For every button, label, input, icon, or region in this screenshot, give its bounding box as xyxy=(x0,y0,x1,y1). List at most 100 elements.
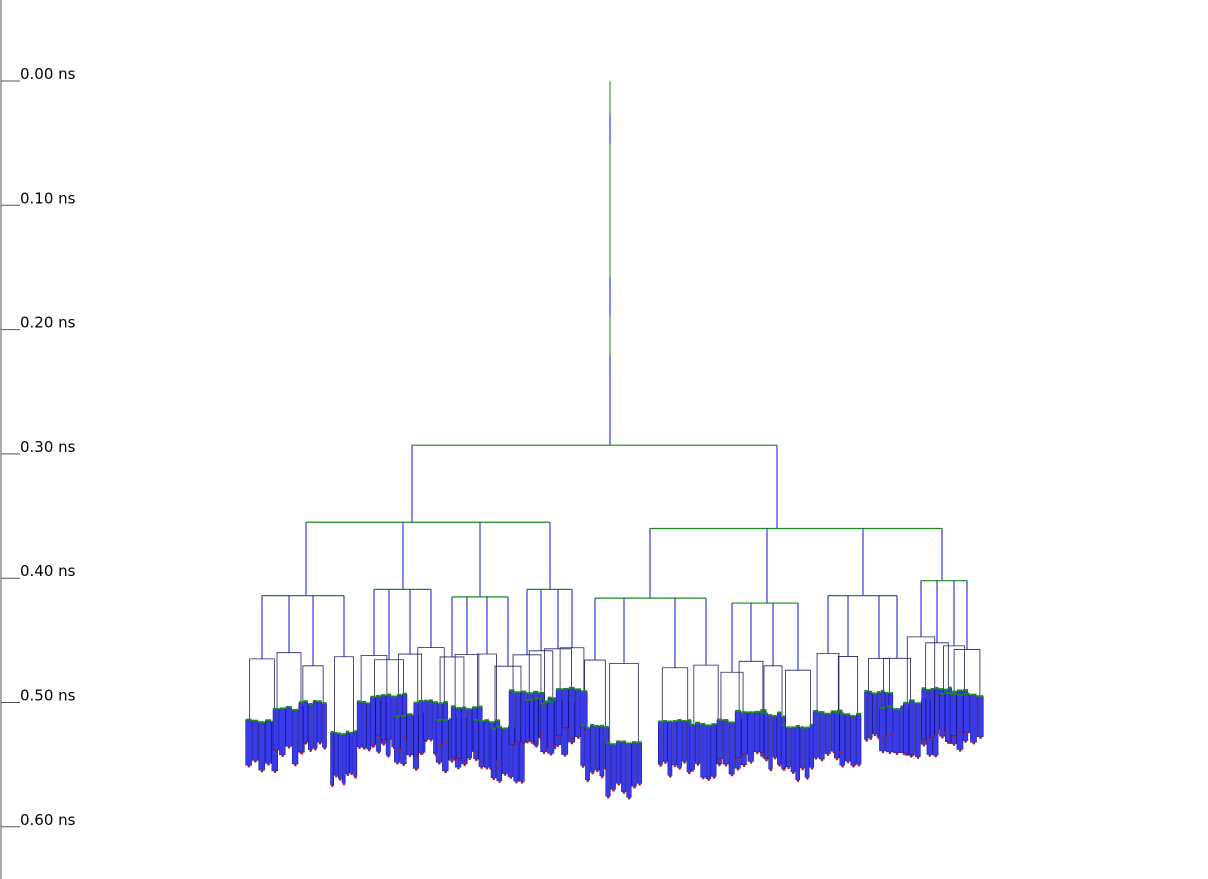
buffer-cap xyxy=(939,692,945,695)
buffer-cap xyxy=(943,688,948,691)
sink-pin xyxy=(535,744,538,748)
sink-pin xyxy=(664,761,667,764)
buffer-cell xyxy=(921,688,926,740)
sink-pin xyxy=(570,741,574,745)
sink-pin xyxy=(881,741,885,745)
sink-pin xyxy=(581,765,585,768)
buffer-cap xyxy=(893,708,900,711)
buffer-cap xyxy=(706,724,711,727)
buffer-cap xyxy=(502,727,508,730)
buffer-cell xyxy=(845,714,851,762)
buffer-cap xyxy=(547,700,554,703)
sink-pin xyxy=(473,751,477,754)
leaf-bubble-wire xyxy=(374,659,404,697)
leaf-bubble-wire xyxy=(953,649,981,697)
buffer-cap xyxy=(754,710,760,713)
buffer-cell xyxy=(753,712,761,753)
buffer-cap xyxy=(970,693,977,696)
buffer-cell xyxy=(330,732,335,785)
buffer-cap xyxy=(342,733,346,736)
sink-pin xyxy=(696,763,700,766)
buffer-cap xyxy=(402,692,407,695)
buffer-cell xyxy=(658,721,663,765)
buffer-cap xyxy=(534,697,539,700)
sink-pin xyxy=(544,747,547,751)
sink-pin xyxy=(952,743,956,746)
sink-pin xyxy=(403,737,407,741)
buffer-cell xyxy=(886,706,894,753)
buffer-cell xyxy=(700,724,706,778)
leaf-bubble-wire xyxy=(883,657,911,709)
sink-pin xyxy=(439,743,443,747)
sink-pin xyxy=(801,767,804,771)
buffer-cap xyxy=(438,702,443,705)
sink-pin xyxy=(668,775,672,778)
buffer-cap xyxy=(375,695,381,698)
buffer-cap xyxy=(856,712,862,715)
sink-pin xyxy=(944,731,948,735)
buffer-cell xyxy=(747,712,754,762)
sink-pin xyxy=(765,758,768,762)
sink-pin xyxy=(890,732,893,736)
buffer-cap xyxy=(711,723,717,726)
buffer-cell xyxy=(834,713,840,759)
sink-pin xyxy=(377,751,381,754)
buffer-cell xyxy=(361,702,367,748)
buffer-cap xyxy=(357,700,362,703)
sink-pin xyxy=(382,743,385,746)
buffer-cell xyxy=(677,720,682,768)
sink-pin xyxy=(979,736,982,739)
sink-pin xyxy=(707,778,710,781)
buffer-cap xyxy=(834,711,840,714)
sink-pin xyxy=(419,752,423,756)
leaf-bubble-wire xyxy=(763,665,783,715)
sink-pin xyxy=(958,749,962,752)
buffer-cell xyxy=(734,711,742,759)
axis-tick-label: 0.00 ns xyxy=(20,65,76,83)
sink-pin xyxy=(633,785,636,789)
buffer-cell xyxy=(705,725,712,779)
sink-pin xyxy=(935,733,939,736)
buffer-cell xyxy=(423,700,429,741)
buffer-cell xyxy=(759,713,764,753)
clock-tree-wires xyxy=(249,81,981,744)
buffer-cap xyxy=(672,720,677,723)
sink-pin xyxy=(852,764,855,768)
sink-pin xyxy=(553,746,556,750)
sink-pin xyxy=(712,776,716,779)
buffer-cell xyxy=(781,725,786,769)
buffer-cell xyxy=(795,726,800,780)
buffer-cell xyxy=(636,742,642,784)
buffer-cap xyxy=(700,722,706,725)
buffer-cell xyxy=(903,703,909,754)
buffer-cap xyxy=(663,719,668,722)
buffer-cap xyxy=(604,725,609,728)
sink-pin xyxy=(346,773,350,777)
buffer-cap xyxy=(926,688,930,691)
buffer-cell xyxy=(349,733,354,774)
buffer-cell xyxy=(380,695,386,740)
leaf-bubble-wire xyxy=(360,655,388,703)
buffer-cell xyxy=(764,713,769,760)
buffer-cell xyxy=(599,726,605,777)
buffer-cap xyxy=(467,708,472,711)
buffer-cap xyxy=(886,705,893,708)
buffer-cell xyxy=(574,689,582,737)
buffer-cell xyxy=(285,707,292,747)
clock-tree-sinks xyxy=(247,727,982,800)
buffer-cap xyxy=(370,695,376,698)
sink-pin xyxy=(254,760,257,763)
buffer-cap xyxy=(245,718,252,721)
sink-pin xyxy=(526,740,529,744)
buffer-cap xyxy=(568,686,575,689)
sink-pin xyxy=(402,763,406,767)
buffer-cell xyxy=(456,708,462,759)
buffer-cap xyxy=(484,719,490,722)
buffer-cell xyxy=(298,702,304,752)
sink-pin xyxy=(596,769,599,773)
buffer-cell xyxy=(800,727,805,769)
buffer-cap xyxy=(478,720,484,723)
buffer-cell xyxy=(716,719,723,760)
sink-pin xyxy=(424,739,428,743)
buffer-cap xyxy=(759,711,764,714)
